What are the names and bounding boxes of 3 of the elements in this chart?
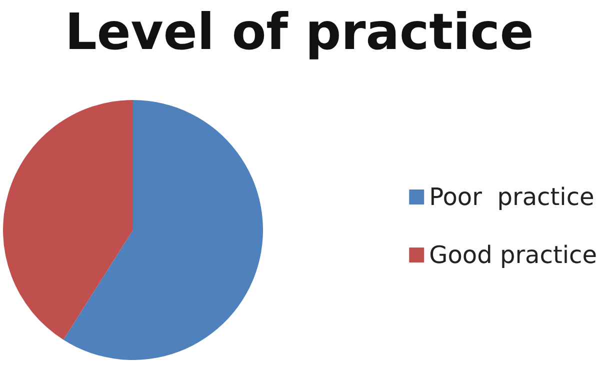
legend-label: Good practice xyxy=(429,241,598,269)
chart-title: Level of practice xyxy=(65,3,534,61)
legend-label: Poor practice xyxy=(429,183,594,211)
